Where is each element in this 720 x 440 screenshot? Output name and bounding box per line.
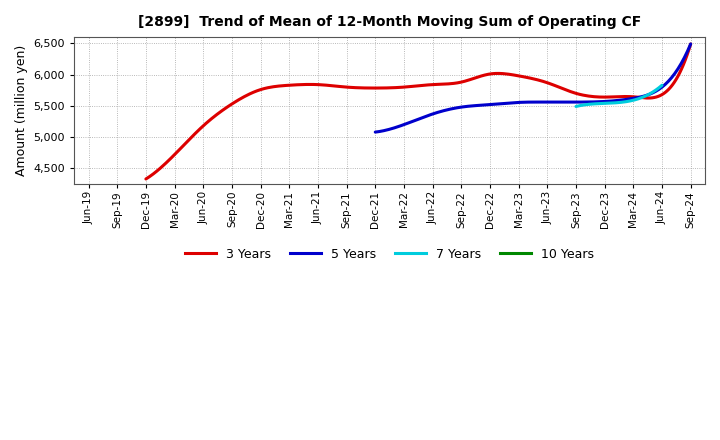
Title: [2899]  Trend of Mean of 12-Month Moving Sum of Operating CF: [2899] Trend of Mean of 12-Month Moving … [138, 15, 642, 29]
Legend: 3 Years, 5 Years, 7 Years, 10 Years: 3 Years, 5 Years, 7 Years, 10 Years [180, 243, 599, 266]
Y-axis label: Amount (million yen): Amount (million yen) [15, 45, 28, 176]
